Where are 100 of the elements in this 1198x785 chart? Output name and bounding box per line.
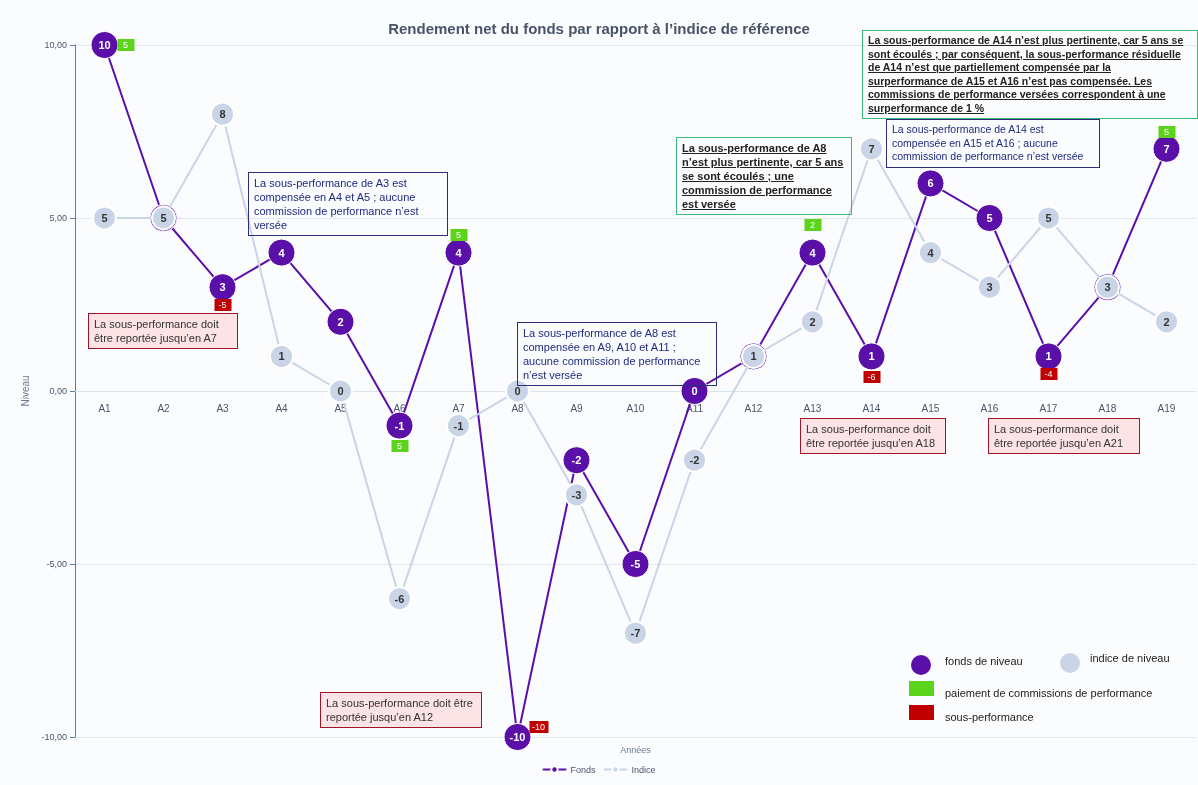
data-label: 4 [455, 246, 463, 259]
data-label: 1 [1045, 350, 1052, 363]
point [916, 169, 945, 198]
annotation: La sous-performance doit être reportée jusqu’en A21 [988, 418, 1140, 454]
point [975, 204, 1004, 232]
data-label: 8 [219, 108, 226, 121]
data-label: 4 [278, 246, 286, 259]
annotation: La sous-performance doit être reportée jusqu’en A12 [320, 692, 482, 728]
data-label: 4 [809, 246, 817, 259]
data-label: 0 [514, 385, 521, 397]
annotation: La sous-performance de A14 est compensée en A15 et A16 ; aucune commission de performance n’est versée [886, 119, 1100, 168]
legend-label: Indice [631, 764, 656, 775]
data-label: -1 [453, 419, 464, 432]
x-tick-label: A18 [1098, 402, 1117, 414]
data-label: -10 [509, 731, 526, 743]
data-label: 1 [750, 350, 757, 363]
x-tick-label: A10 [626, 402, 645, 414]
data-label: 7 [868, 142, 875, 155]
annotation: La sous-performance de A14 n’est plus pertinente, car 5 ans se sont écoulés ; par conséquent, la sous-performance résiduelle de A14 n’est que partiellement compensée par la surperformance de A15 et A16 n’est pas compensée. Les commissions de performance versées correspondent à une surperformance de 1 % [862, 30, 1198, 119]
point [977, 274, 1002, 300]
x-axis-title: Années [620, 744, 652, 755]
data-label: -2 [689, 454, 700, 467]
point [859, 136, 884, 162]
annotation: -10 [528, 720, 549, 733]
point [92, 205, 117, 231]
x-tick-label: A14 [862, 402, 881, 414]
data-label: 6 [927, 177, 934, 190]
annotation: 5 [391, 440, 408, 453]
annotation: -5 [214, 298, 231, 311]
x-tick-label: A15 [921, 402, 940, 414]
x-tick-label: A2 [157, 402, 171, 414]
chart-title: Rendement net du fonds par rapport à l’indice de référence [388, 20, 810, 37]
point [328, 378, 353, 404]
annotation: 5 [117, 39, 134, 51]
data-label: 0 [691, 385, 698, 397]
data-label: 2 [809, 315, 816, 328]
annotation: -4 [1040, 367, 1057, 380]
data-label: 1 [868, 350, 875, 363]
y-tick-label: -10,00 [41, 732, 67, 742]
data-label: 2 [1163, 315, 1170, 328]
point [621, 550, 650, 578]
data-label: -1 [394, 419, 405, 432]
point [1034, 342, 1063, 371]
data-label: 2 [337, 315, 344, 328]
data-label: -5 [630, 558, 641, 570]
annotation: fonds de niveau [945, 654, 1024, 668]
annotation: La sous-performance doit être reportée jusqu’en A7 [88, 313, 238, 349]
point [208, 273, 237, 302]
x-tick-label: A7 [452, 402, 466, 414]
annotation: indice de niveau [1090, 651, 1171, 665]
x-tick-label: A19 [1157, 402, 1176, 414]
point [444, 238, 473, 267]
data-label: 3 [219, 281, 226, 294]
x-tick-label: A4 [275, 402, 289, 414]
data-label: 3 [986, 281, 993, 294]
x-tick-label: A13 [803, 402, 822, 414]
annotation: La sous-performance doit être reportée jusqu’en A18 [800, 418, 946, 454]
annotation: 2 [804, 218, 821, 231]
point [798, 238, 827, 267]
legend-label: Fonds [570, 764, 596, 775]
data-label: 5 [160, 212, 167, 224]
data-label: 7 [1163, 142, 1170, 155]
y-tick-label: 5,00 [49, 213, 67, 223]
y-tick-label: -5,00 [46, 559, 67, 569]
point [210, 101, 235, 127]
data-label: 3 [1104, 281, 1111, 294]
point [1036, 205, 1061, 231]
point [680, 377, 709, 405]
y-axis-title: Niveau [19, 375, 31, 407]
data-label: -6 [394, 592, 405, 605]
data-label: 0 [337, 385, 344, 397]
data-label: 5 [1045, 212, 1052, 224]
annotation: -6 [863, 371, 880, 384]
data-label: -2 [571, 454, 582, 467]
data-label: 4 [927, 246, 935, 259]
x-tick-label: A16 [980, 402, 999, 414]
x-tick-label: A9 [570, 402, 584, 414]
data-label: 10 [98, 39, 111, 51]
data-label: -3 [571, 488, 582, 501]
point [1154, 309, 1179, 335]
point [857, 342, 886, 371]
annotation: La sous-performance de A8 est compensée en A9, A10 et A11 ; aucune commission de performance n’est versée [517, 322, 717, 386]
point [918, 240, 943, 266]
x-tick-label: A17 [1039, 402, 1058, 414]
annotation: 5 [1158, 125, 1175, 138]
x-tick-label: A8 [511, 402, 525, 414]
annotation: La sous-performance de A3 est compensée en A4 et A5 ; aucune commission de performance n’est versée [248, 172, 448, 236]
point [385, 411, 414, 440]
x-tick-label: A1 [98, 402, 112, 414]
x-tick-label: A12 [744, 402, 763, 414]
point [269, 343, 294, 369]
annotation: 5 [450, 229, 467, 242]
point [800, 309, 825, 335]
y-tick-label: 10,00 [44, 40, 67, 50]
point [562, 446, 591, 475]
annotation: paiement de commissions de performance [945, 686, 1154, 700]
point [267, 238, 296, 267]
point [326, 307, 355, 336]
data-label: -7 [630, 627, 641, 640]
annotation: La sous-performance de A8 n’est plus pertinente, car 5 ans se sont écoulés ; une commission de performance est versée [676, 137, 852, 215]
